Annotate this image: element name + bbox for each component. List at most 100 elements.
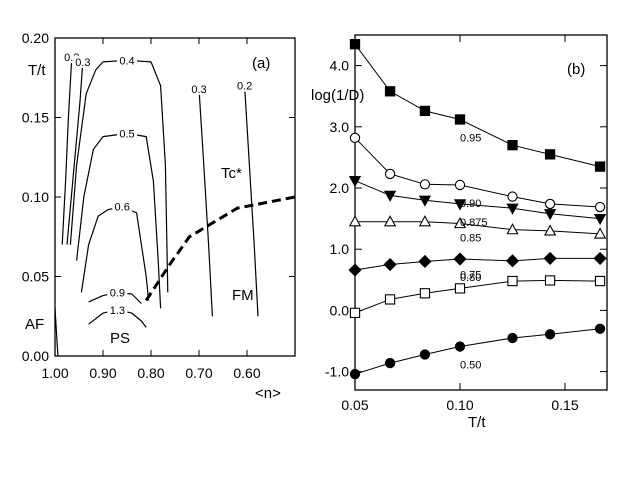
data-point-marker bbox=[419, 349, 431, 360]
data-point-marker bbox=[453, 199, 467, 211]
panel-b-ylabel: log(1/D) bbox=[311, 87, 364, 104]
panel-b-markers bbox=[348, 39, 607, 380]
contour-label-bg bbox=[72, 55, 93, 68]
data-point-marker bbox=[349, 39, 361, 50]
data-point-marker bbox=[384, 294, 396, 305]
data-point-marker bbox=[453, 252, 467, 266]
panel-a-xtick-label: 0.90 bbox=[89, 365, 116, 381]
panel-a-label: (a) bbox=[252, 55, 270, 72]
panel-a-ytick-label: 0.20 bbox=[22, 30, 49, 46]
data-point-marker bbox=[454, 179, 466, 191]
panel-b-xtick-label: 0.05 bbox=[341, 397, 368, 413]
data-point-marker bbox=[348, 176, 362, 188]
contour-label: 0.6 bbox=[115, 202, 130, 214]
contour-label: 0.4 bbox=[119, 55, 134, 67]
data-point-marker bbox=[349, 307, 361, 319]
series-label: 0.80 bbox=[460, 272, 481, 284]
data-point-marker bbox=[594, 323, 606, 334]
data-point-marker bbox=[349, 132, 361, 143]
panel-a-ytick-label: 0.15 bbox=[22, 110, 49, 126]
panel-b-ytick-label: 4.0 bbox=[330, 58, 350, 74]
data-point-marker bbox=[593, 251, 607, 265]
data-point-marker bbox=[383, 215, 397, 227]
data-point-marker bbox=[507, 332, 518, 344]
contour-line bbox=[69, 59, 169, 293]
panel-b-series-labels: 0.95 0.90 0.875 0.85 0.800.75 0.50 bbox=[460, 132, 488, 371]
contour-line bbox=[80, 205, 150, 301]
contour-label-bg bbox=[189, 82, 209, 95]
series-label: 0.75 bbox=[460, 269, 481, 281]
data-point-marker bbox=[543, 251, 557, 265]
data-point-marker bbox=[544, 149, 556, 160]
contour-label-bg bbox=[107, 303, 128, 316]
series-label: 0.90 bbox=[460, 198, 481, 210]
panel-a-ytick-label: 0.05 bbox=[22, 269, 49, 285]
data-point-marker bbox=[418, 254, 432, 269]
data-point-marker bbox=[507, 140, 518, 151]
panel-a-xtick-label: 1.00 bbox=[41, 365, 68, 381]
data-point-marker bbox=[454, 341, 466, 352]
contour-line bbox=[244, 85, 259, 317]
af-boundary-line bbox=[54, 308, 59, 357]
contour-line bbox=[198, 88, 213, 317]
contour-label-bg bbox=[107, 286, 128, 299]
data-point-marker bbox=[383, 257, 397, 272]
panel-a-ytick-label: 0.00 bbox=[22, 348, 49, 364]
panel-a-ticks: 1.00 0.90 0.80 0.70 0.60 0.00 0.05 0.10 0.15 0.20 bbox=[22, 30, 295, 381]
data-point-marker bbox=[594, 161, 606, 172]
panel-a-xlabel: <n> bbox=[255, 385, 281, 402]
contour-line bbox=[61, 57, 73, 245]
data-point-marker bbox=[544, 275, 556, 286]
series-label: 0.85 bbox=[460, 233, 481, 245]
panel-b-xtick-label: 0.15 bbox=[551, 397, 578, 413]
contour-line bbox=[76, 132, 162, 309]
data-point-marker bbox=[506, 223, 519, 235]
panel-a-ylabel: T/t bbox=[28, 62, 46, 79]
contour-label: 1.3 bbox=[110, 305, 125, 317]
data-point-marker bbox=[593, 227, 607, 239]
contour-line bbox=[66, 61, 84, 245]
data-point-marker bbox=[419, 105, 431, 117]
data-point-marker bbox=[348, 215, 362, 227]
panel-a-xtick-label: 0.70 bbox=[185, 365, 212, 381]
data-point-marker bbox=[453, 216, 467, 229]
data-point-marker bbox=[384, 168, 396, 180]
panel-b-ytick-label: 0.0 bbox=[330, 302, 350, 318]
data-point-marker bbox=[507, 191, 518, 202]
panel-a-contours bbox=[54, 57, 296, 357]
data-point-marker bbox=[383, 190, 397, 202]
tc-star-line bbox=[144, 195, 296, 302]
data-point-marker bbox=[544, 329, 556, 340]
panel-a-xtick-label: 0.60 bbox=[233, 365, 260, 381]
data-point-marker bbox=[544, 198, 556, 210]
contour-label-bg bbox=[234, 79, 255, 92]
panel-a-ytick-label: 0.10 bbox=[22, 189, 49, 205]
panel-b-ticks: 0.05 0.10 0.15 -1.0 0.0 1.0 2.0 3.0 4.0 bbox=[325, 35, 607, 413]
data-point-marker bbox=[418, 195, 432, 207]
data-point-marker bbox=[454, 114, 466, 125]
region-label-ps: PS bbox=[110, 330, 130, 347]
data-point-marker bbox=[543, 224, 557, 236]
panel-b-ytick-label: 2.0 bbox=[330, 180, 350, 196]
contour-label-bg bbox=[117, 54, 137, 67]
data-point-marker bbox=[593, 213, 607, 226]
data-point-marker bbox=[505, 254, 520, 268]
data-point-marker bbox=[543, 209, 557, 221]
contour-label: 0.2 bbox=[237, 81, 252, 93]
series-label: 0.875 bbox=[460, 217, 488, 229]
data-point-marker bbox=[384, 86, 396, 97]
panel-a: 1.00 0.90 0.80 0.70 0.600.000.050.100.150.20… bbox=[22, 30, 296, 402]
data-point-marker bbox=[418, 215, 432, 227]
contour-label-bg bbox=[112, 200, 133, 213]
series-label: 0.95 bbox=[460, 132, 481, 144]
contour-label: 0.5 bbox=[119, 128, 134, 140]
panel-b-xlabel: T/t bbox=[468, 414, 486, 431]
panel-b-frame bbox=[354, 34, 608, 391]
region-label-af: AF bbox=[25, 316, 44, 333]
series-line bbox=[354, 43, 601, 168]
data-point-marker bbox=[594, 201, 606, 213]
data-point-marker bbox=[507, 275, 518, 287]
data-point-marker bbox=[349, 368, 361, 380]
region-label-fm: FM bbox=[232, 287, 254, 304]
data-point-marker bbox=[506, 203, 519, 215]
